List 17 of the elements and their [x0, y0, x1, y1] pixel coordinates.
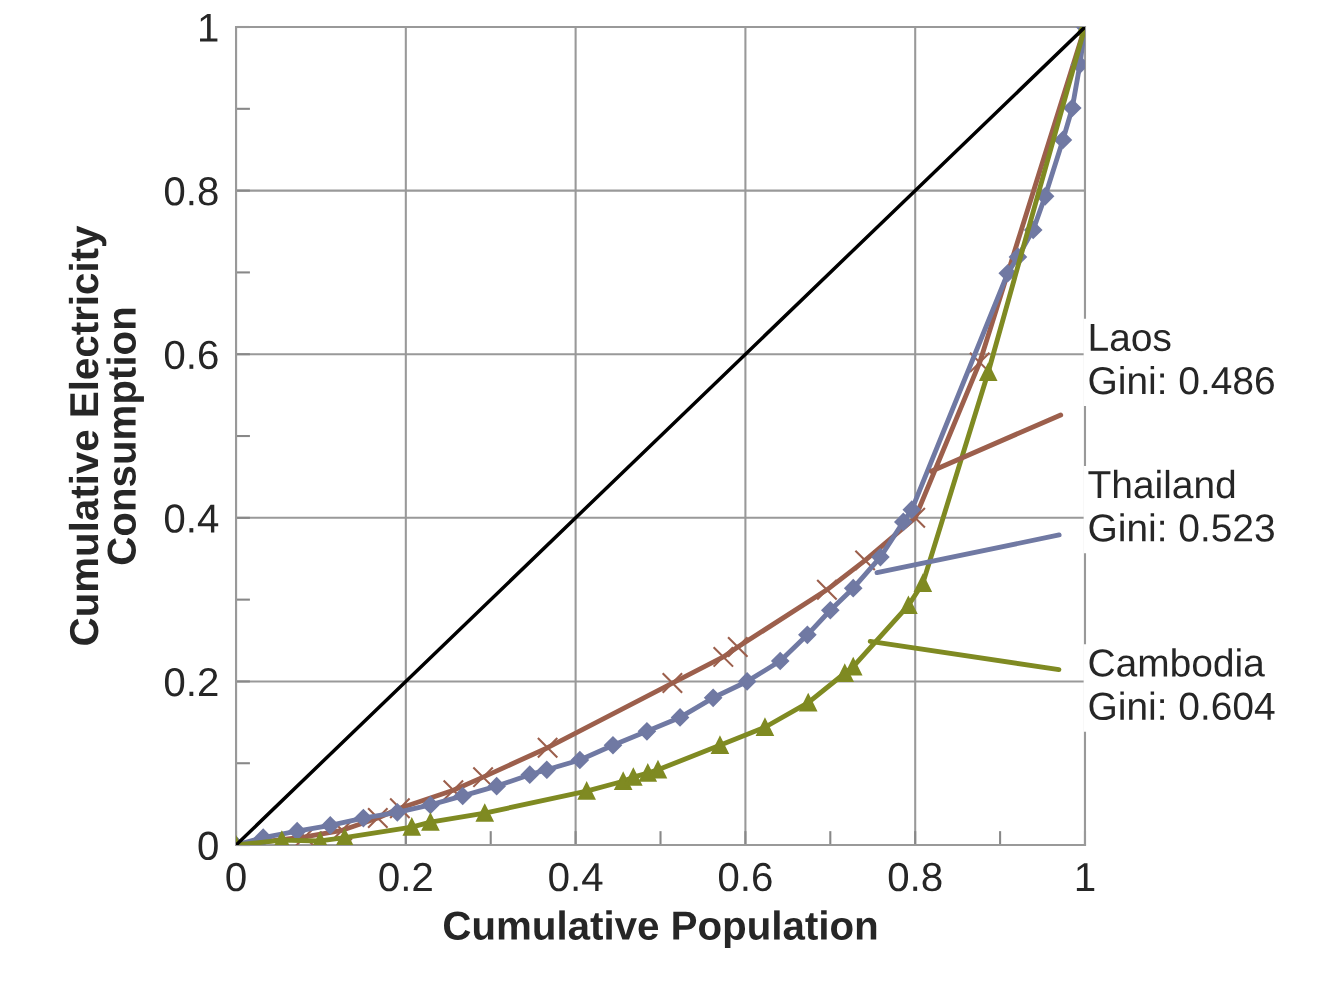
- annotation: Laos Gini: 0.486: [1089, 324, 1274, 395]
- y-tick-label: 0.2: [164, 667, 218, 697]
- annotation: Cambodia Gini: 0.604: [1089, 648, 1275, 721]
- x-tick-label: 0.6: [718, 862, 772, 892]
- x-axis-title: Cumulative Population: [444, 910, 877, 948]
- y-tick-label: 0.6: [164, 340, 218, 370]
- x-tick-label: 0.2: [379, 862, 432, 892]
- annotation: Thailand Gini: 0.523: [1088, 469, 1274, 542]
- y-tick-label: 0.4: [164, 504, 219, 533]
- y-tick-label: 1: [200, 13, 218, 42]
- y-tick-label: 0: [198, 831, 218, 861]
- x-tick-label: 0: [226, 862, 246, 892]
- x-tick-label: 0.4: [549, 862, 603, 892]
- y-axis-title: Cumulative Electricity Consumption: [68, 225, 144, 645]
- y-tick-label: 0.8: [164, 177, 218, 206]
- x-tick-label: 1: [1076, 863, 1095, 891]
- x-tick-label: 0.8: [888, 862, 942, 892]
